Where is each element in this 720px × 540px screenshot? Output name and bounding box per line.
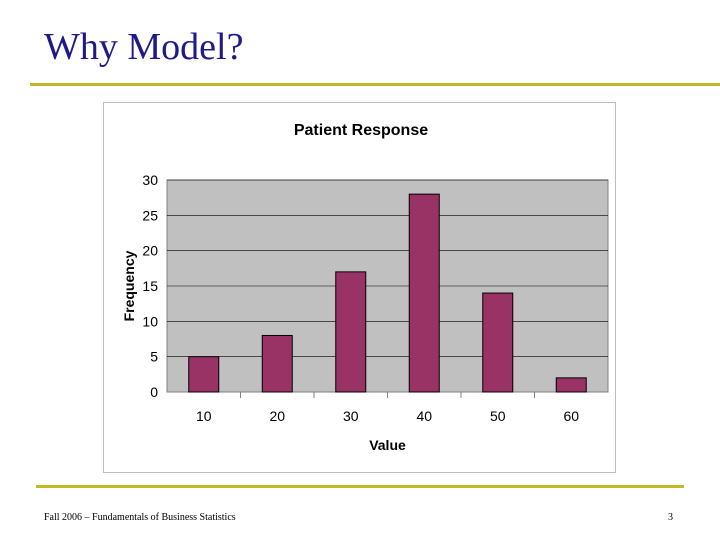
chart-title: Patient Response [294,122,428,139]
y-tick-label: 5 [150,349,158,365]
y-axis-label: Frequency [121,250,137,321]
bar-30 [335,271,367,393]
bar-60 [555,377,587,393]
slide-title: Why Model? [44,26,244,68]
bar-20 [261,334,293,393]
page-number: 3 [668,512,673,523]
x-axis-label: Value [369,437,406,453]
y-tick-label: 25 [142,207,158,223]
footer-divider [36,485,684,488]
patient-response-chart: Patient Response 0 5 10 15 20 25 30 10 20 30 40 50… [121,122,609,453]
title-divider [30,83,720,86]
y-tick-label: 0 [150,384,158,400]
x-tick-label: 40 [416,408,432,424]
x-tick-label: 30 [343,408,359,424]
bar-50 [482,292,514,393]
bar-10 [188,356,220,393]
y-tick-label: 10 [142,313,158,329]
x-tick-label: 20 [269,408,285,424]
x-tick-label: 10 [196,408,212,424]
y-tick-label: 30 [142,172,158,188]
x-tick-label: 60 [563,408,579,424]
footer-course-label: Fall 2006 – Fundamentals of Business Sta… [44,512,236,523]
x-tick-label: 50 [490,408,506,424]
y-tick-label: 20 [142,243,158,259]
chart-container: Patient Response 0 5 10 15 20 25 30 10 20 30 40 50… [103,102,616,473]
bar-40 [408,193,440,393]
y-tick-label: 15 [142,278,158,294]
